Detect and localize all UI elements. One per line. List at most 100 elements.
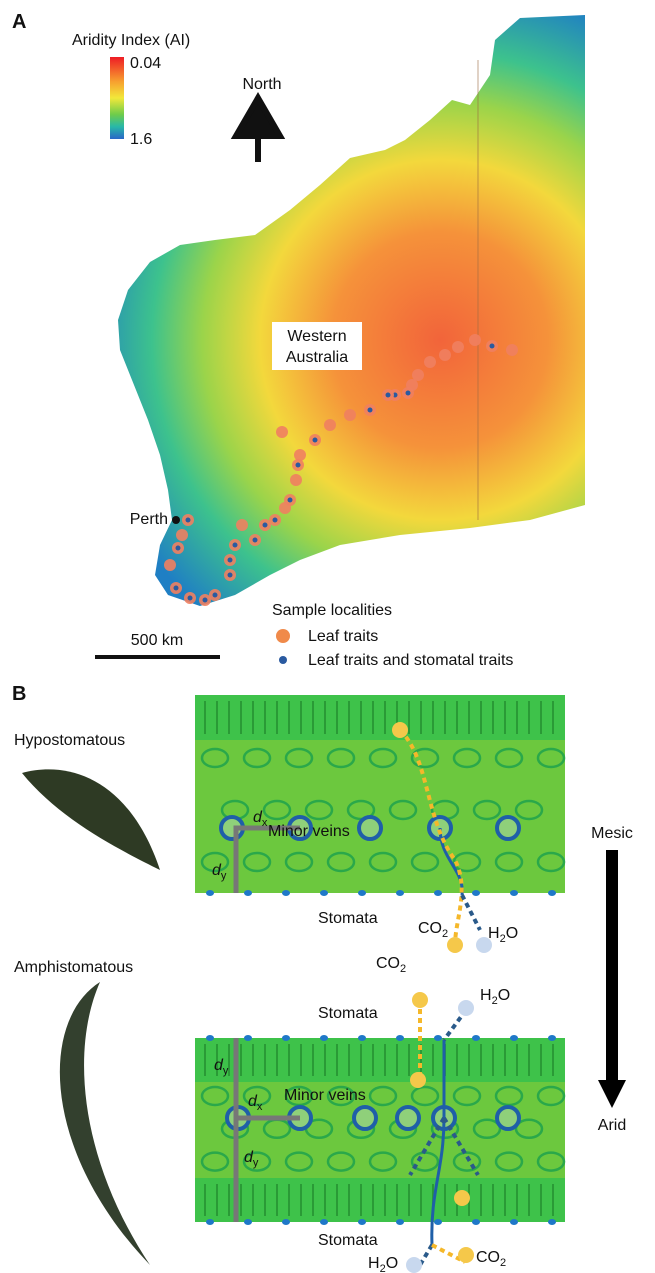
colorbar-label: 0.04 [130, 55, 161, 72]
legend-item: Leaf traits and stomatal traits [308, 652, 513, 669]
site-marker [288, 498, 293, 503]
gradient-label: Mesic [591, 825, 633, 842]
stomata-label: Stomata [318, 910, 378, 927]
cross-sections [195, 695, 565, 1273]
co2-label: CO2 [476, 1249, 506, 1269]
site-marker [164, 559, 176, 571]
pre: H [480, 987, 492, 1004]
co2-molecule [447, 937, 463, 953]
h2o-label: H2O [368, 1255, 398, 1273]
stoma [244, 1219, 252, 1225]
stoma [244, 890, 252, 896]
stomata-label: Stomata [318, 1232, 378, 1249]
stoma [320, 1219, 328, 1225]
site-marker [174, 586, 179, 591]
stoma [320, 1035, 328, 1041]
stoma [244, 1035, 252, 1041]
sub: 2 [500, 1257, 506, 1269]
post: O [386, 1255, 398, 1272]
stoma [206, 1219, 214, 1225]
sub: 2 [400, 963, 406, 975]
stoma [320, 890, 328, 896]
vein [397, 1107, 419, 1129]
minor-veins-label: Minor veins [268, 823, 350, 840]
site-marker [490, 344, 495, 349]
site-marker [313, 438, 318, 443]
stoma [358, 890, 366, 896]
pre: H [368, 1255, 380, 1272]
stoma [358, 1035, 366, 1041]
site-marker [233, 543, 238, 548]
site-marker [253, 538, 258, 543]
post: O [498, 987, 510, 1004]
site-marker [469, 334, 481, 346]
co2-molecule [410, 1072, 426, 1088]
vein [497, 1107, 519, 1129]
site-marker [368, 408, 373, 413]
site-marker [290, 474, 302, 486]
site-marker [452, 341, 464, 353]
base: CO [476, 1249, 500, 1266]
stoma [472, 890, 480, 896]
flux-arrow [420, 1245, 432, 1265]
site-marker [386, 393, 391, 398]
colorbar [110, 57, 124, 139]
vein [359, 817, 381, 839]
stoma [282, 1219, 290, 1225]
stoma [548, 1035, 556, 1041]
city-dot [172, 516, 180, 524]
colorbar-label: 1.6 [130, 131, 152, 148]
north-label: North [242, 76, 281, 93]
stoma [434, 890, 442, 896]
stoma [472, 1035, 480, 1041]
palisade [195, 1178, 565, 1222]
site-marker [344, 409, 356, 421]
stoma [434, 1035, 442, 1041]
site-marker [412, 369, 424, 381]
site-marker [176, 546, 181, 551]
site-marker [276, 426, 288, 438]
scale-label: 500 km [131, 632, 183, 649]
flux-arrow [462, 895, 480, 930]
stoma [358, 1219, 366, 1225]
legend-marker [279, 656, 287, 664]
co2-label: CO2 [418, 920, 448, 940]
post: O [506, 925, 518, 942]
stoma [282, 890, 290, 896]
stoma [396, 1035, 404, 1041]
co2-molecule [392, 722, 408, 738]
stoma [434, 1219, 442, 1225]
vein [354, 1107, 376, 1129]
site-marker [506, 344, 518, 356]
leaf-type-label: Amphistomatous [14, 959, 133, 976]
stoma [282, 1035, 290, 1041]
base: CO [418, 920, 442, 937]
legend-title: Sample localities [272, 602, 392, 619]
stoma [510, 1219, 518, 1225]
co2-molecule [454, 1190, 470, 1206]
vein [497, 817, 519, 839]
base: CO [376, 955, 400, 972]
site-marker [236, 519, 248, 531]
stoma [396, 1219, 404, 1225]
co2-molecule [412, 992, 428, 1008]
gradient-arrow [598, 850, 626, 1108]
h2o-molecule [458, 1000, 474, 1016]
site-marker [228, 573, 233, 578]
north-arrow [236, 98, 280, 162]
sub: y [221, 870, 227, 882]
h2o-molecule [406, 1257, 422, 1273]
site-marker [424, 356, 436, 368]
stoma [510, 1035, 518, 1041]
stoma [548, 890, 556, 896]
site-marker [176, 529, 188, 541]
site-marker [273, 518, 278, 523]
stoma [510, 890, 518, 896]
co2-molecule [458, 1247, 474, 1263]
figure: A Aridity Index (AI) 0.04 1.6 North West… [0, 0, 655, 1273]
sub: x [262, 817, 268, 829]
legend-marker [276, 629, 290, 643]
panel-label: B [12, 683, 26, 705]
sub: x [257, 1101, 263, 1113]
leaf-type-label: Hypostomatous [14, 732, 125, 749]
